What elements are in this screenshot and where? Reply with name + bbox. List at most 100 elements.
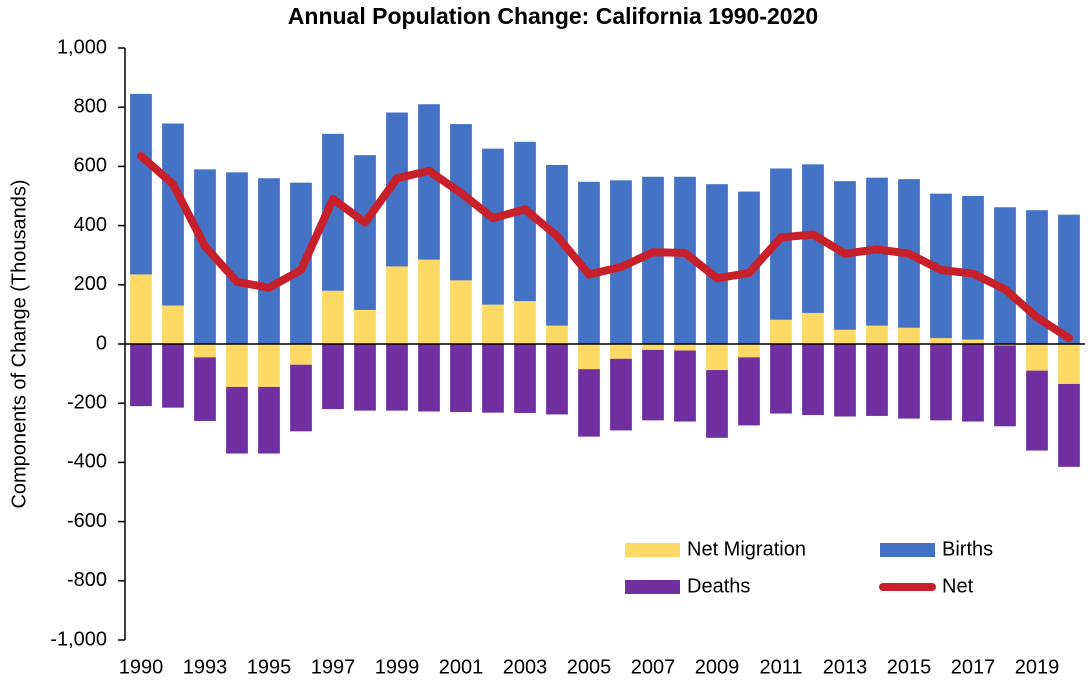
bar-segment [738, 357, 760, 426]
x-tick-label: 2001 [439, 656, 484, 678]
legend-swatch [625, 543, 680, 557]
bar-segment [962, 344, 984, 422]
bar-segment [610, 358, 632, 431]
bar-segment [770, 168, 792, 320]
x-tick-label: 1993 [183, 656, 228, 678]
y-tick-label: 800 [74, 95, 107, 117]
bar-segment [450, 280, 472, 344]
bar-segment [482, 344, 504, 413]
bar-segment [258, 344, 280, 387]
x-tick-label: 2019 [1015, 656, 1060, 678]
bar-segment [706, 344, 728, 371]
bar-segment [290, 364, 312, 432]
bar-segment [546, 325, 568, 344]
bar-segment [962, 196, 984, 340]
x-tick-label: 2011 [759, 656, 802, 678]
bar-segment [770, 319, 792, 344]
y-tick-label: -600 [67, 510, 107, 532]
bar-segment [898, 327, 920, 344]
x-tick-label: 1997 [311, 656, 356, 678]
bar-segment [738, 344, 760, 358]
bar-segment [130, 274, 152, 344]
bar-segment [450, 124, 472, 281]
y-tick-label: 0 [96, 332, 107, 354]
bar-segment [482, 304, 504, 344]
y-axis-label: Components of Change (Thousands) [8, 179, 30, 508]
y-tick-label: 600 [74, 155, 107, 177]
bar-segment [578, 181, 600, 344]
bar-segment [1058, 383, 1080, 467]
bar-segment [610, 180, 632, 344]
x-tick-label: 2009 [695, 656, 740, 678]
bar-segment [706, 184, 728, 344]
bar-segment [578, 369, 600, 437]
bar-segment [1026, 344, 1048, 371]
bar-segment [994, 207, 1016, 344]
x-tick-label: 2007 [631, 656, 676, 678]
bar-segment [930, 338, 952, 344]
bar-segment [674, 350, 696, 422]
bar-segment [162, 123, 184, 306]
bar-segment [514, 301, 536, 344]
bar-segment [898, 344, 920, 419]
bar-segment [866, 325, 888, 344]
bar-segment [1026, 370, 1048, 451]
x-tick-label: 2013 [823, 656, 868, 678]
bar-segment [226, 386, 248, 454]
x-tick-label: 2005 [567, 656, 612, 678]
bar-segment [1058, 344, 1080, 384]
bar-segment [354, 155, 376, 310]
bar-segment [386, 112, 408, 267]
x-tick-label: 1995 [247, 656, 292, 678]
bar-segment [482, 148, 504, 305]
x-tick-label: 2015 [887, 656, 932, 678]
bar-segment [418, 104, 440, 260]
bar-segment [994, 345, 1016, 427]
bar-segment [418, 259, 440, 344]
legend-label: Net [942, 575, 974, 597]
x-tick-label: 1999 [375, 656, 420, 678]
chart-title: Annual Population Change: California 199… [288, 3, 818, 29]
bar-segment [514, 344, 536, 413]
legend-label: Deaths [687, 575, 750, 597]
bar-segment [514, 141, 536, 302]
legend-swatch [880, 543, 935, 557]
bar-segment [866, 344, 888, 416]
bar-segment [290, 344, 312, 365]
bar-segment [322, 133, 344, 291]
bar-segment [642, 349, 664, 421]
bar-segment [194, 344, 216, 358]
y-tick-label: -800 [67, 569, 107, 591]
bar-segment [354, 309, 376, 344]
bar-segment [834, 344, 856, 417]
bar-segment [546, 164, 568, 326]
bar-segment [258, 178, 280, 344]
bar-segment [386, 344, 408, 411]
bar-segment [610, 344, 632, 359]
bar-segment [642, 176, 664, 344]
y-tick-label: 400 [74, 214, 107, 236]
bar-segment [226, 172, 248, 344]
y-tick-label: -400 [67, 451, 107, 473]
bar-segment [322, 344, 344, 410]
y-tick-label: -1,000 [50, 628, 107, 650]
bar-segment [450, 344, 472, 413]
bar-segment [834, 329, 856, 344]
bar-segment [962, 339, 984, 344]
legend-swatch [625, 580, 680, 594]
bar-segment [546, 344, 568, 415]
bar-segment [130, 93, 152, 275]
bar-segment [418, 344, 440, 412]
legend-label: Births [942, 538, 993, 560]
bar-segment [642, 344, 664, 350]
y-tick-label: 200 [74, 273, 107, 295]
legend-label: Net Migration [687, 538, 806, 560]
bar-segment [226, 344, 248, 387]
x-tick-label: 1990 [119, 656, 164, 678]
bar-segment [386, 266, 408, 344]
y-tick-label: 1,000 [57, 36, 107, 58]
bar-segment [322, 290, 344, 344]
bar-segment [674, 176, 696, 344]
y-tick-label: -200 [67, 391, 107, 413]
net-line [137, 152, 1073, 343]
